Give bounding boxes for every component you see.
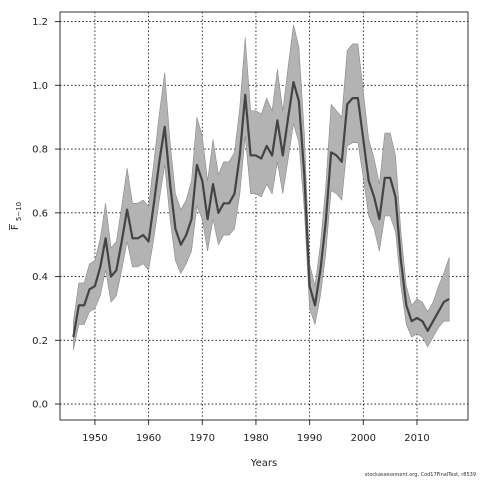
y-tick-label: 1.0	[32, 81, 48, 92]
x-tick-label: 2010	[404, 433, 429, 444]
y-axis-ticks: 0.0 0.2 0.4 0.6 0.8 1.0 1.2	[32, 17, 60, 411]
y-tick-label: 1.2	[32, 17, 48, 28]
y-tick-label: 0.6	[32, 208, 48, 219]
y-tick-label: 0.0	[32, 400, 48, 411]
credit-text: stockassessment.org, Cod17FinalTest, r85…	[364, 472, 476, 478]
plot-frame	[59, 11, 469, 421]
x-tick-label: 1970	[190, 433, 215, 444]
series-line	[72, 81, 450, 338]
y-axis-title-subscript: 5−10	[15, 202, 23, 221]
x-tick-label: 1960	[136, 433, 161, 444]
x-tick-label: 2000	[351, 433, 376, 444]
confidence-band	[73, 24, 450, 350]
x-tick-label: 1950	[82, 433, 107, 444]
x-tick-label: 1980	[243, 433, 268, 444]
y-axis-title: F 5−10	[10, 202, 23, 230]
x-axis-ticks: 1950 1960 1970 1980 1990 2000 2010	[82, 420, 430, 444]
x-axis-title: Years	[250, 458, 277, 469]
y-axis-title-main: F	[10, 224, 21, 230]
x-tick-label: 1990	[297, 433, 322, 444]
y-tick-label: 0.4	[32, 272, 48, 283]
y-tick-label: 0.8	[32, 145, 48, 156]
y-tick-label: 0.2	[32, 336, 48, 347]
